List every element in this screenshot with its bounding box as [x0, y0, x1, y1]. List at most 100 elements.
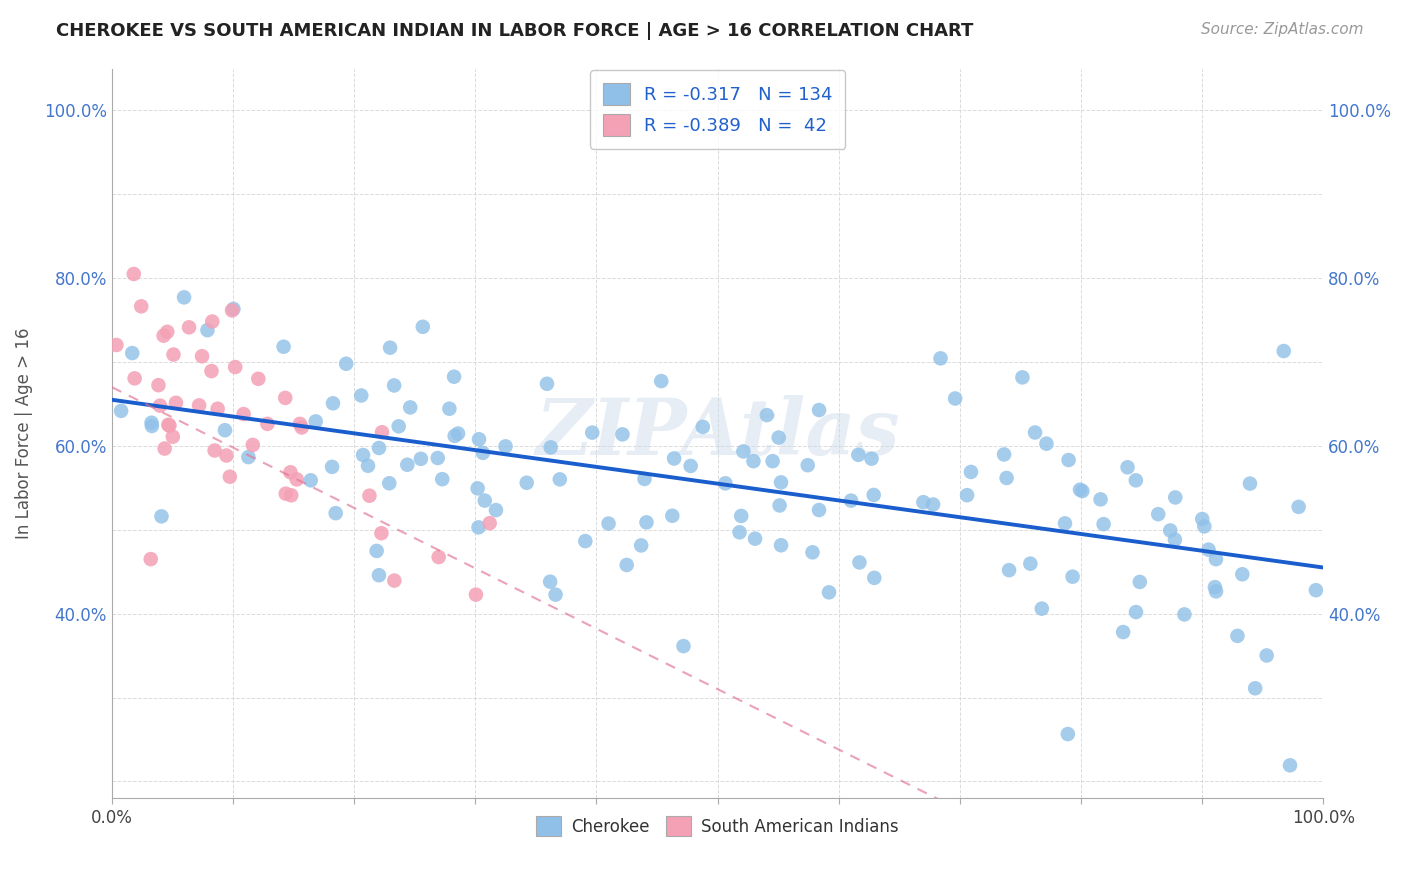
Point [768, 499, 790, 513]
Point [679, 458, 702, 473]
Point [426, 450, 449, 465]
Point [129, 299, 152, 313]
Point [1057, 453, 1080, 467]
Point [1056, 727, 1078, 741]
Point [110, 404, 132, 418]
Point [371, 425, 394, 440]
Point [321, 459, 343, 474]
Point [769, 475, 792, 490]
Point [291, 420, 314, 434]
Point [464, 588, 486, 602]
Point [221, 303, 243, 318]
Point [439, 401, 461, 416]
Point [1205, 552, 1227, 566]
Point [368, 441, 391, 455]
Point [548, 472, 571, 486]
Point [215, 449, 238, 463]
Point [432, 472, 454, 486]
Point [280, 465, 302, 479]
Point [232, 407, 254, 421]
Point [544, 588, 567, 602]
Point [1239, 476, 1261, 491]
Point [612, 427, 634, 442]
Point [399, 401, 422, 415]
Point [153, 442, 176, 456]
Point [1112, 625, 1135, 640]
Point [188, 398, 211, 412]
Point [1053, 516, 1076, 531]
Point [1244, 681, 1267, 696]
Point [1062, 570, 1084, 584]
Point [1035, 436, 1057, 450]
Point [839, 493, 862, 508]
Point [443, 429, 465, 443]
Point [443, 369, 465, 384]
Point [218, 469, 240, 483]
Point [468, 432, 491, 446]
Point [1305, 583, 1327, 598]
Point [993, 447, 1015, 461]
Point [447, 426, 470, 441]
Point [714, 476, 737, 491]
Point [305, 414, 328, 428]
Point [357, 458, 380, 473]
Point [1125, 605, 1147, 619]
Point [191, 349, 214, 363]
Point [929, 351, 952, 366]
Point [274, 486, 297, 500]
Point [1232, 567, 1254, 582]
Text: Source: ZipAtlas.com: Source: ZipAtlas.com [1201, 22, 1364, 37]
Point [370, 526, 392, 541]
Point [139, 552, 162, 566]
Point [1092, 517, 1115, 532]
Point [995, 471, 1018, 485]
Point [495, 439, 517, 453]
Point [378, 476, 401, 491]
Point [672, 639, 695, 653]
Point [616, 558, 638, 572]
Point [796, 458, 818, 473]
Point [173, 290, 195, 304]
Point [467, 482, 489, 496]
Point [247, 372, 270, 386]
Point [1164, 533, 1187, 547]
Point [598, 516, 620, 531]
Point [149, 399, 172, 413]
Point [818, 585, 841, 599]
Point [1090, 492, 1112, 507]
Point [201, 314, 224, 328]
Point [159, 418, 181, 433]
Point [352, 448, 374, 462]
Point [1125, 473, 1147, 487]
Point [467, 520, 489, 534]
Y-axis label: In Labor Force | Age > 16: In Labor Force | Age > 16 [15, 327, 32, 539]
Point [770, 538, 793, 552]
Point [238, 450, 260, 464]
Point [273, 340, 295, 354]
Point [156, 325, 179, 339]
Point [848, 556, 870, 570]
Point [162, 430, 184, 444]
Point [350, 388, 373, 402]
Point [956, 488, 979, 502]
Point [943, 392, 966, 406]
Point [960, 465, 983, 479]
Point [1164, 491, 1187, 505]
Point [427, 550, 450, 565]
Point [165, 396, 187, 410]
Point [122, 267, 145, 281]
Legend: Cherokee, South American Indians: Cherokee, South American Indians [527, 807, 907, 845]
Point [1011, 370, 1033, 384]
Point [162, 347, 184, 361]
Point [633, 472, 655, 486]
Point [105, 338, 128, 352]
Point [1226, 629, 1249, 643]
Point [846, 448, 869, 462]
Point [581, 425, 603, 440]
Point [478, 516, 501, 531]
Point [148, 378, 170, 392]
Point [733, 444, 755, 458]
Point [730, 508, 752, 523]
Point [299, 473, 322, 487]
Point [755, 408, 778, 422]
